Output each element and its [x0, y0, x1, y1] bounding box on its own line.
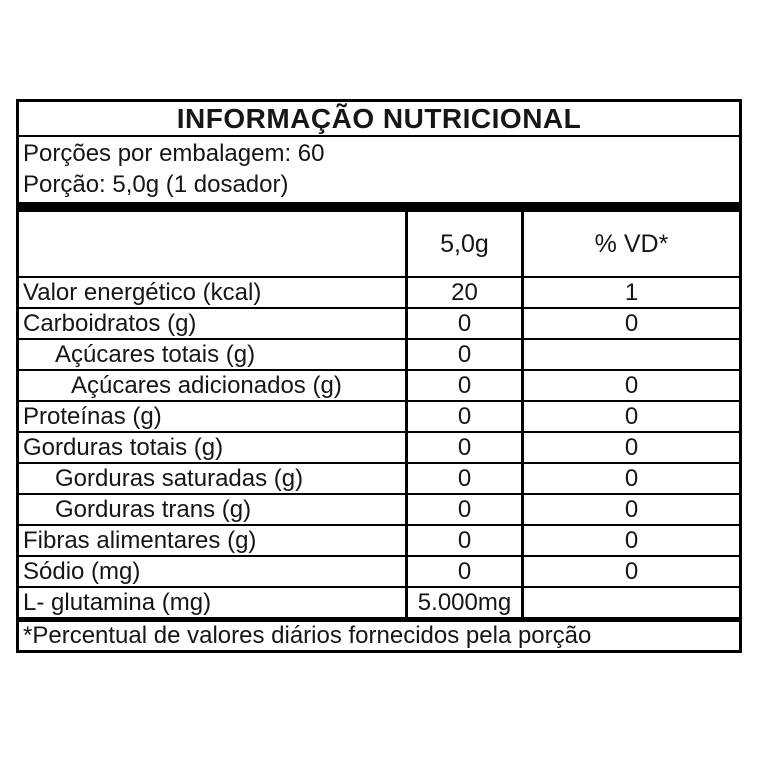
- row-daily-value: 0: [521, 526, 739, 555]
- table-row: Açúcares adicionados (g) 0 0: [19, 371, 739, 402]
- row-amount-value: 0: [405, 371, 521, 400]
- header-spacer-cell: [19, 212, 405, 276]
- table-row: Sódio (mg) 0 0: [19, 557, 739, 588]
- column-header-amount: 5,0g: [405, 212, 521, 276]
- row-label: Açúcares adicionados (g): [71, 371, 342, 399]
- table-row: Gorduras saturadas (g) 0 0: [19, 464, 739, 495]
- row-amount-value: 0: [405, 464, 521, 493]
- row-daily-value: 0: [521, 557, 739, 586]
- table-row: Proteínas (g) 0 0: [19, 402, 739, 433]
- column-header-daily-value: % VD*: [521, 212, 739, 276]
- row-label: Gorduras trans (g): [55, 495, 252, 523]
- row-daily-value: [521, 340, 739, 369]
- row-amount-value: 0: [405, 433, 521, 462]
- row-amount-value: 0: [405, 557, 521, 586]
- table-row: L- glutamina (mg) 5.000mg: [19, 588, 739, 617]
- row-label: Gorduras totais (g): [23, 433, 224, 461]
- nutrition-label-title: INFORMAÇÃO NUTRICIONAL: [19, 102, 739, 137]
- row-amount-value: 0: [405, 526, 521, 555]
- row-label: Fibras alimentares (g): [23, 526, 257, 554]
- row-daily-value: 0: [521, 309, 739, 338]
- footnote-divider-bar: [19, 617, 739, 622]
- row-daily-value: 1: [521, 278, 739, 307]
- row-amount-value: 5.000mg: [405, 588, 521, 617]
- table-row: Fibras alimentares (g) 0 0: [19, 526, 739, 557]
- row-label: Carboidratos (g): [23, 309, 197, 337]
- servings-per-package-text: Porções por embalagem: 60: [23, 140, 325, 167]
- row-amount-value: 0: [405, 309, 521, 338]
- section-divider-bar: [19, 202, 739, 212]
- row-daily-value: 0: [521, 371, 739, 400]
- row-daily-value: 0: [521, 464, 739, 493]
- row-amount-value: 0: [405, 402, 521, 431]
- row-label: Gorduras saturadas (g): [55, 464, 304, 492]
- row-daily-value: 0: [521, 433, 739, 462]
- nutrition-facts-table: INFORMAÇÃO NUTRICIONAL Porções por embal…: [16, 99, 742, 653]
- table-row: Açúcares totais (g) 0: [19, 340, 739, 371]
- column-header-row: 5,0g % VD*: [19, 212, 739, 278]
- serving-size-text: Porção: 5,0g (1 dosador): [23, 171, 289, 198]
- row-amount-value: 0: [405, 340, 521, 369]
- row-label: Proteínas (g): [23, 402, 162, 430]
- row-label: Valor energético (kcal): [23, 278, 262, 306]
- row-daily-value: 0: [521, 495, 739, 524]
- table-row: Gorduras totais (g) 0 0: [19, 433, 739, 464]
- table-row: Valor energético (kcal) 20 1: [19, 278, 739, 309]
- row-daily-value: 0: [521, 402, 739, 431]
- row-amount-value: 0: [405, 495, 521, 524]
- table-row: Gorduras trans (g) 0 0: [19, 495, 739, 526]
- table-row: Carboidratos (g) 0 0: [19, 309, 739, 340]
- nutrient-grid: 5,0g % VD* Valor energético (kcal) 20 1 …: [19, 212, 739, 617]
- row-daily-value: [521, 588, 739, 617]
- row-label: Sódio (mg): [23, 557, 141, 585]
- daily-value-footnote: *Percentual de valores diários fornecido…: [23, 622, 592, 649]
- row-label: Açúcares totais (g): [55, 340, 256, 368]
- row-amount-value: 20: [405, 278, 521, 307]
- row-label: L- glutamina (mg): [23, 588, 212, 616]
- servings-section: Porções por embalagem: 60 Porção: 5,0g (…: [19, 137, 739, 202]
